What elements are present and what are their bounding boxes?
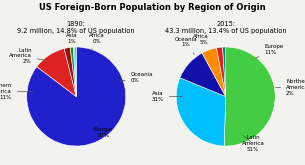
Wedge shape <box>73 47 76 97</box>
Text: Latin
America
51%: Latin America 51% <box>242 135 264 152</box>
Title: 1890:
9.2 million, 14.8% of US population: 1890: 9.2 million, 14.8% of US populatio… <box>17 21 135 34</box>
Text: Latin
America
2%: Latin America 2% <box>9 48 46 64</box>
Wedge shape <box>202 48 226 97</box>
Text: Northern
America
2%: Northern America 2% <box>275 79 305 96</box>
Text: Europe
11%: Europe 11% <box>255 44 284 58</box>
Wedge shape <box>75 47 76 97</box>
Text: Oceania
1%: Oceania 1% <box>175 37 197 55</box>
Wedge shape <box>37 49 76 97</box>
Text: Northern
America
11%: Northern America 11% <box>0 83 33 100</box>
Wedge shape <box>70 47 76 97</box>
Wedge shape <box>223 47 226 97</box>
Text: Oceania
0%: Oceania 0% <box>120 72 153 83</box>
Text: Asia
31%: Asia 31% <box>152 91 182 102</box>
Wedge shape <box>64 47 76 97</box>
Text: US Foreign-Born Population by Region of Origin: US Foreign-Born Population by Region of … <box>39 3 266 12</box>
Text: Europe
87%: Europe 87% <box>94 124 113 138</box>
Wedge shape <box>217 47 226 97</box>
Title: 2015:
43.3 million, 13.4% of US population: 2015: 43.3 million, 13.4% of US populati… <box>165 21 286 34</box>
Text: Africa
0%: Africa 0% <box>89 33 105 50</box>
Text: Asia
1%: Asia 1% <box>66 33 77 51</box>
Wedge shape <box>224 47 275 146</box>
Text: Africa
5%: Africa 5% <box>193 34 213 49</box>
Wedge shape <box>176 78 226 146</box>
Wedge shape <box>180 53 226 97</box>
Wedge shape <box>27 47 126 146</box>
